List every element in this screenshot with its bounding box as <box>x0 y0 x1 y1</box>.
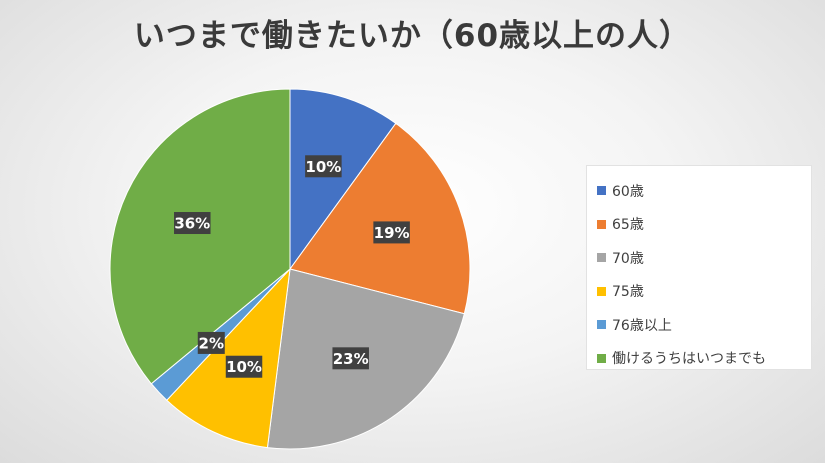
data-label-bg-2 <box>373 221 410 244</box>
legend-swatch-5 <box>597 320 606 330</box>
data-label-bg-6 <box>174 212 211 235</box>
data-label-4: 10% <box>226 358 262 376</box>
legend-label-4: 75歳 <box>612 284 644 301</box>
legend-label-5: 76歳以上 <box>612 317 672 334</box>
data-label-5: 2% <box>199 334 224 352</box>
legend-swatch-1 <box>597 186 606 196</box>
pie-slice-2 <box>289 122 471 315</box>
data-label-6: 36% <box>174 215 210 233</box>
legend-item-6: 働けるうちはいつまでも <box>597 342 811 376</box>
legend-swatch-4 <box>597 286 606 296</box>
legend-item-1: 60歳 <box>597 174 811 208</box>
legend-label-1: 60歳 <box>612 183 644 200</box>
legend-swatch-2 <box>597 219 606 229</box>
data-label-bg-1 <box>305 155 342 178</box>
data-label-bg-3 <box>332 347 369 370</box>
data-label-1: 10% <box>305 158 341 176</box>
data-label-bg-4 <box>225 355 263 378</box>
legend-item-5: 76歳以上 <box>597 308 811 342</box>
data-label-2: 19% <box>374 224 410 242</box>
legend-item-2: 65歳 <box>597 208 811 242</box>
chart-title: いつまで働きたいか（60歳以上の人） <box>133 18 692 54</box>
legend-swatch-3 <box>597 253 606 263</box>
legend-item-3: 70歳 <box>597 241 811 275</box>
data-label-bg-5 <box>197 331 225 354</box>
legend-label-2: 65歳 <box>612 217 644 234</box>
pie-slice-1 <box>289 88 397 271</box>
data-label-3: 23% <box>333 350 369 368</box>
pie-slice-6 <box>109 88 291 385</box>
legend-item-4: 75歳 <box>597 275 811 309</box>
legend-label-6: 働けるうちはいつまでも <box>612 351 766 368</box>
chart-legend: 60歳 65歳 70歳 75歳 76歳以上働けるうちはいつまでも <box>586 165 812 370</box>
legend-label-3: 70歳 <box>612 250 644 267</box>
legend-swatch-6 <box>597 353 606 363</box>
